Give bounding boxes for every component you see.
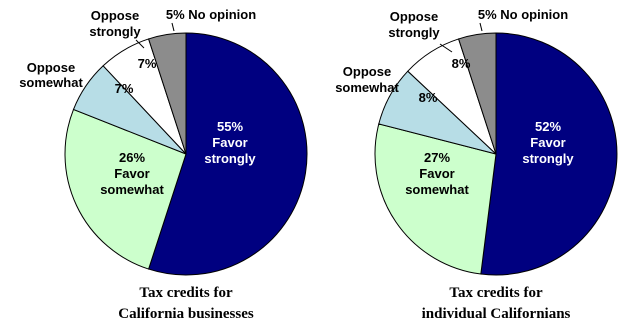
slice-label-oppose-somewhat: 7% bbox=[115, 81, 134, 96]
pie-slice-favor-strongly bbox=[480, 32, 618, 276]
leader-line-oppose-strongly bbox=[135, 39, 145, 49]
slice-label-oppose-strongly: 7% bbox=[138, 56, 157, 71]
leader-line-no-opinion bbox=[479, 22, 483, 32]
slice-label-favor-somewhat: 27% Favor somewhat bbox=[405, 150, 469, 197]
chart-caption: Tax credits for California businesses bbox=[118, 285, 254, 322]
pie-slice-no-opinion bbox=[147, 32, 187, 155]
outer-label-oppose-somewhat: Oppose somewhat bbox=[335, 64, 399, 95]
pie-chart-1: 55% Favor strongly 26% Favor somewhat 7% 7% Oppo… bbox=[19, 7, 308, 322]
pie-slice-favor-somewhat bbox=[374, 123, 497, 275]
outer-label-oppose-strongly: Oppose strongly bbox=[89, 8, 141, 39]
slice-label-oppose-somewhat: 8% bbox=[419, 90, 438, 105]
chart-caption: Tax credits for individual Californians bbox=[422, 285, 571, 322]
pie-chart-2: 52% Favor strongly 27% Favor somewhat 8% 8% Oppo… bbox=[335, 7, 618, 322]
leader-line-no-opinion bbox=[171, 22, 175, 32]
outer-label-oppose-strongly: Oppose strongly bbox=[388, 9, 440, 40]
slice-label-favor-strongly: 52% Favor strongly bbox=[522, 119, 574, 166]
outer-label-oppose-somewhat: Oppose somewhat bbox=[19, 60, 83, 90]
pie-slice-no-opinion bbox=[457, 32, 497, 155]
slice-label-favor-somewhat: 26% Favor somewhat bbox=[100, 150, 164, 197]
slice-label-favor-strongly: 55% Favor strongly bbox=[204, 119, 256, 166]
pie-slice-favor-somewhat bbox=[64, 108, 187, 270]
outer-label-no-opinion: 5% No opinion bbox=[166, 7, 256, 22]
outer-label-no-opinion: 5% No opinion bbox=[478, 7, 568, 22]
slice-label-oppose-strongly: 8% bbox=[452, 56, 471, 71]
pie-slice-favor-strongly bbox=[147, 32, 308, 276]
leader-line-oppose-strongly bbox=[439, 43, 453, 53]
